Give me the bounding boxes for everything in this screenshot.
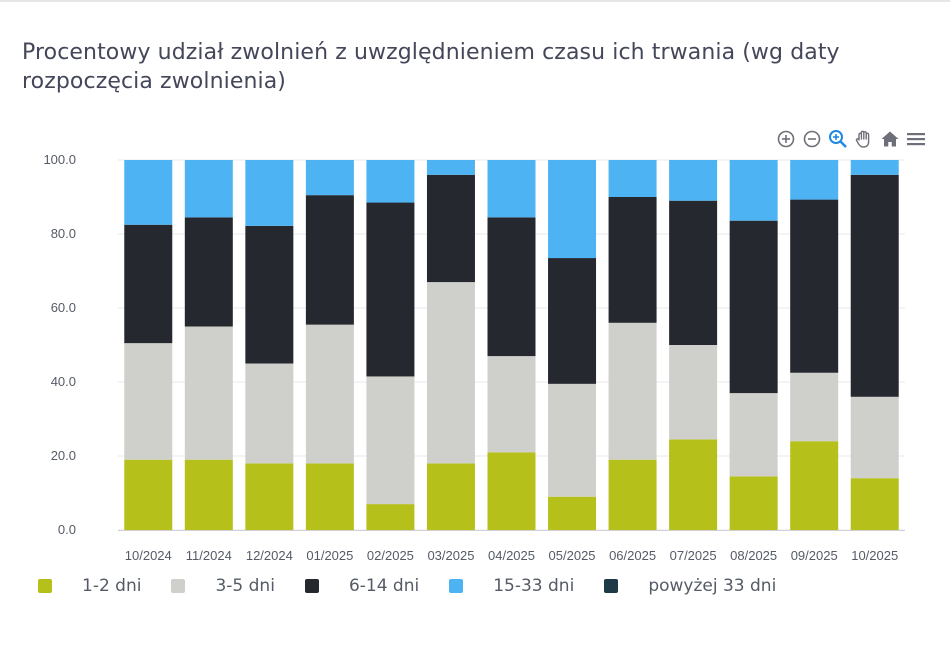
bar-segment[interactable] xyxy=(790,372,839,442)
x-tick-label: 09/2025 xyxy=(791,548,838,563)
bar-segment[interactable] xyxy=(850,174,899,397)
bar-segment[interactable] xyxy=(790,199,839,373)
bar-segment[interactable] xyxy=(548,160,597,259)
bar-segment[interactable] xyxy=(487,452,536,530)
bar-segment[interactable] xyxy=(184,459,233,530)
bar-segment[interactable] xyxy=(426,282,475,464)
y-tick-label: 20.0 xyxy=(51,448,76,463)
top-divider xyxy=(0,0,950,2)
bar-segment[interactable] xyxy=(608,459,657,530)
bar-segment[interactable] xyxy=(426,174,475,283)
bar-segment[interactable] xyxy=(608,197,657,323)
bar-segment[interactable] xyxy=(366,160,415,203)
bar-segment[interactable] xyxy=(790,160,839,200)
x-tick-label: 05/2025 xyxy=(549,548,596,563)
chart-title: Procentowy udział zwolnień z uwzględnien… xyxy=(22,40,840,94)
x-tick-label: 10/2024 xyxy=(125,548,172,563)
bar-segment[interactable] xyxy=(487,217,536,357)
bar-segment[interactable] xyxy=(850,160,899,175)
bar-segment[interactable] xyxy=(184,160,233,218)
bar-segment[interactable] xyxy=(305,324,354,464)
bar-segment[interactable] xyxy=(669,160,718,201)
bar-segment[interactable] xyxy=(669,439,718,530)
bar-segment[interactable] xyxy=(184,217,233,327)
x-tick-label: 08/2025 xyxy=(730,548,777,563)
legend-label: 1-2 dni xyxy=(82,576,142,596)
bar-segment[interactable] xyxy=(245,225,294,364)
bar-segment[interactable] xyxy=(487,356,536,453)
bar-segment[interactable] xyxy=(669,200,718,345)
bar-segment[interactable] xyxy=(729,476,778,530)
legend-swatch xyxy=(38,579,52,593)
y-tick-label: 60.0 xyxy=(51,300,76,315)
bar-segment[interactable] xyxy=(729,220,778,394)
legend-item[interactable]: 1-2 dni xyxy=(38,576,171,596)
bar-segment[interactable] xyxy=(548,383,597,497)
bar-segment[interactable] xyxy=(124,224,173,344)
y-tick-label: 100.0 xyxy=(43,152,76,167)
chart-legend: 1-2 dni 3-5 dni 6-14 dni 15-33 dni powyżej 3… xyxy=(38,574,806,598)
bar-segment[interactable] xyxy=(426,160,475,175)
bar-segment[interactable] xyxy=(245,463,294,530)
bar-segment[interactable] xyxy=(366,504,415,530)
bar-segment[interactable] xyxy=(790,441,839,530)
x-tick-label: 06/2025 xyxy=(609,548,656,563)
bar-segment[interactable] xyxy=(548,496,597,530)
stacked-bar-chart: 0.0 20.0 40.0 60.0 80.0 100.0 10/2024 11/2024 12… xyxy=(43,152,905,563)
y-tick-label: 80.0 xyxy=(51,226,76,241)
selection-zoom-icon[interactable] xyxy=(827,128,849,150)
bar-segment[interactable] xyxy=(366,202,415,377)
legend-item[interactable]: 3-5 dni xyxy=(171,576,304,596)
bar-segment[interactable] xyxy=(669,345,718,440)
legend-swatch xyxy=(171,579,186,593)
bar-segment[interactable] xyxy=(124,459,173,530)
pan-hand-icon[interactable] xyxy=(853,128,875,150)
y-tick-label: 40.0 xyxy=(51,374,76,389)
x-tick-label: 02/2025 xyxy=(367,548,414,563)
x-tick-label: 01/2025 xyxy=(306,548,353,563)
bar-segment[interactable] xyxy=(729,393,778,477)
x-tick-label: 12/2024 xyxy=(246,548,293,563)
legend-label: powyżej 33 dni xyxy=(648,576,777,596)
bar-segment[interactable] xyxy=(305,160,354,196)
bar-segment[interactable] xyxy=(245,160,294,226)
bar-segment[interactable] xyxy=(548,258,597,384)
legend-item[interactable]: 15-33 dni xyxy=(449,576,604,596)
bar-segment[interactable] xyxy=(608,160,657,197)
legend-swatch xyxy=(304,579,319,593)
bar-segment[interactable] xyxy=(245,363,294,464)
x-tick-label: 11/2024 xyxy=(186,548,232,563)
bar-segment[interactable] xyxy=(729,160,778,221)
y-tick-label: 0.0 xyxy=(58,522,76,537)
x-tick-label: 07/2025 xyxy=(670,548,717,563)
bar-segment[interactable] xyxy=(608,322,657,460)
x-tick-label: 10/2025 xyxy=(851,548,898,563)
bar-segment[interactable] xyxy=(850,396,899,479)
home-reset-icon[interactable] xyxy=(879,128,901,150)
bar-segment[interactable] xyxy=(487,160,536,218)
legend-label: 3-5 dni xyxy=(215,576,275,596)
zoom-in-icon[interactable] xyxy=(775,128,797,150)
legend-swatch xyxy=(604,579,619,593)
bar-segment[interactable] xyxy=(124,160,173,225)
legend-label: 6-14 dni xyxy=(348,576,420,596)
zoom-out-icon[interactable] xyxy=(801,128,823,150)
bar-segment[interactable] xyxy=(184,326,233,460)
bar-segment[interactable] xyxy=(305,463,354,530)
x-tick-label: 03/2025 xyxy=(427,548,474,563)
menu-icon[interactable] xyxy=(905,128,927,150)
legend-item[interactable]: powyżej 33 dni xyxy=(604,576,806,596)
bar-segment[interactable] xyxy=(124,343,173,460)
bar-segment[interactable] xyxy=(366,376,415,505)
chart-toolbar xyxy=(775,128,927,150)
bar-segment[interactable] xyxy=(850,478,899,530)
legend-swatch xyxy=(449,579,464,593)
bar-segment[interactable] xyxy=(426,463,475,530)
legend-item[interactable]: 6-14 dni xyxy=(304,576,449,596)
x-tick-label: 04/2025 xyxy=(488,548,535,563)
legend-label: 15-33 dni xyxy=(493,576,575,596)
bar-segment[interactable] xyxy=(305,195,354,325)
